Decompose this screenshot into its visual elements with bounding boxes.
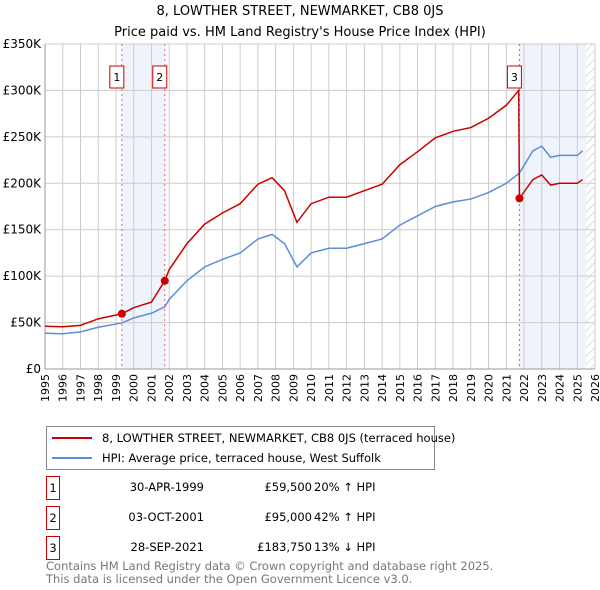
x-tick-label: 1995 bbox=[39, 374, 52, 402]
legend-item-property: 8, LOWTHER STREET, NEWMARKET, CB8 0JS (t… bbox=[52, 431, 455, 445]
x-tick-label: 1997 bbox=[74, 374, 87, 402]
sale-date: 30-APR-1999 bbox=[129, 480, 204, 494]
x-tick-label: 2006 bbox=[234, 374, 247, 402]
x-tick-label: 2015 bbox=[394, 374, 407, 402]
x-tick-label: 1996 bbox=[57, 374, 70, 402]
y-tick-label: £200K bbox=[3, 176, 43, 190]
sale-number: 3 bbox=[46, 536, 60, 560]
x-tick-label: 2017 bbox=[429, 374, 442, 402]
x-tick-label: 2016 bbox=[412, 374, 425, 402]
x-tick-label: 2002 bbox=[163, 374, 176, 402]
x-tick-label: 2023 bbox=[536, 374, 549, 402]
y-tick-label: £0 bbox=[26, 362, 41, 376]
forecast-hatch bbox=[586, 44, 595, 369]
sale-label: 3 bbox=[511, 71, 518, 84]
y-tick-label: £250K bbox=[3, 130, 43, 144]
x-tick-label: 2025 bbox=[571, 374, 584, 402]
y-tick-label: £350K bbox=[3, 37, 43, 51]
legend-label: HPI: Average price, terraced house, West… bbox=[102, 451, 381, 465]
x-tick-label: 2018 bbox=[447, 374, 460, 402]
y-tick-label: £50K bbox=[10, 316, 42, 330]
x-tick-label: 2021 bbox=[500, 374, 513, 402]
chart-subtitle: Price paid vs. HM Land Registry's House … bbox=[114, 25, 486, 40]
sale-label-box bbox=[109, 65, 125, 89]
sale-date: 03-OCT-2001 bbox=[128, 510, 204, 524]
footer: Contains HM Land Registry data © Crown c… bbox=[46, 560, 493, 586]
sale-point bbox=[117, 309, 126, 318]
x-tick-label: 2014 bbox=[376, 374, 389, 402]
sale-hpi-diff: 20% ↑ HPI bbox=[314, 480, 376, 494]
sale-point bbox=[160, 276, 169, 285]
sale-label-box bbox=[152, 65, 168, 89]
x-tick-label: 2004 bbox=[199, 374, 212, 402]
sale-point bbox=[515, 194, 524, 203]
x-tick-label: 2022 bbox=[518, 374, 531, 402]
sale-date: 28-SEP-2021 bbox=[130, 540, 204, 554]
sale-hpi-diff: 42% ↑ HPI bbox=[314, 510, 376, 524]
x-tick-label: 2001 bbox=[145, 374, 158, 402]
x-tick-label: 2003 bbox=[181, 374, 194, 402]
sale-label: 2 bbox=[156, 71, 163, 84]
x-tick-label: 2009 bbox=[287, 374, 300, 402]
legend-swatch bbox=[52, 437, 92, 439]
legend-item-hpi: HPI: Average price, terraced house, West… bbox=[52, 451, 381, 465]
x-tick-label: 2013 bbox=[358, 374, 371, 402]
x-tick-label: 1998 bbox=[92, 374, 105, 402]
series-line bbox=[44, 145, 584, 335]
sale-price: £183,750 bbox=[257, 540, 312, 554]
chart-title: 8, LOWTHER STREET, NEWMARKET, CB8 0JS bbox=[157, 4, 444, 19]
y-tick-label: £150K bbox=[3, 223, 43, 237]
sale-price: £59,500 bbox=[264, 480, 312, 494]
y-tick-label: £100K bbox=[3, 269, 43, 283]
x-tick-label: 2011 bbox=[323, 374, 336, 402]
x-tick-label: 2007 bbox=[252, 374, 265, 402]
legend: 8, LOWTHER STREET, NEWMARKET, CB8 0JS (t… bbox=[46, 426, 455, 470]
x-tick-label: 2019 bbox=[465, 374, 478, 402]
sale-label-box bbox=[506, 65, 522, 89]
sale-row: 2 03-OCT-2001 £95,000 42% ↑ HPI bbox=[46, 506, 446, 530]
x-tick-label: 2008 bbox=[270, 374, 283, 402]
x-tick-label: 2024 bbox=[554, 374, 567, 402]
sale-row: 1 30-APR-1999 £59,500 20% ↑ HPI bbox=[46, 476, 446, 500]
footer-line: This data is licensed under the Open Gov… bbox=[46, 572, 413, 586]
x-tick-label: 2005 bbox=[216, 374, 229, 402]
legend-label: 8, LOWTHER STREET, NEWMARKET, CB8 0JS (t… bbox=[102, 431, 456, 445]
x-tick-label: 1999 bbox=[110, 374, 123, 402]
x-tick-label: 2026 bbox=[589, 374, 600, 402]
shaded-period bbox=[519, 44, 587, 369]
footer-line: Contains HM Land Registry data © Crown c… bbox=[46, 559, 494, 573]
y-tick-label: £300K bbox=[3, 83, 43, 97]
x-tick-label: 2010 bbox=[305, 374, 318, 402]
price-chart: 8, LOWTHER STREET, NEWMARKET, CB8 0JS Pr… bbox=[3, 4, 600, 402]
x-tick-label: 2020 bbox=[483, 374, 496, 402]
sale-label: 1 bbox=[113, 71, 120, 84]
sale-number: 1 bbox=[46, 476, 60, 500]
sale-hpi-diff: 13% ↓ HPI bbox=[314, 540, 376, 554]
sale-number: 2 bbox=[46, 506, 60, 530]
sale-price: £95,000 bbox=[264, 510, 312, 524]
sale-row: 3 28-SEP-2021 £183,750 13% ↓ HPI bbox=[46, 536, 446, 560]
legend-swatch bbox=[52, 457, 92, 459]
x-tick-label: 2012 bbox=[341, 374, 354, 402]
x-tick-label: 2000 bbox=[128, 374, 141, 402]
